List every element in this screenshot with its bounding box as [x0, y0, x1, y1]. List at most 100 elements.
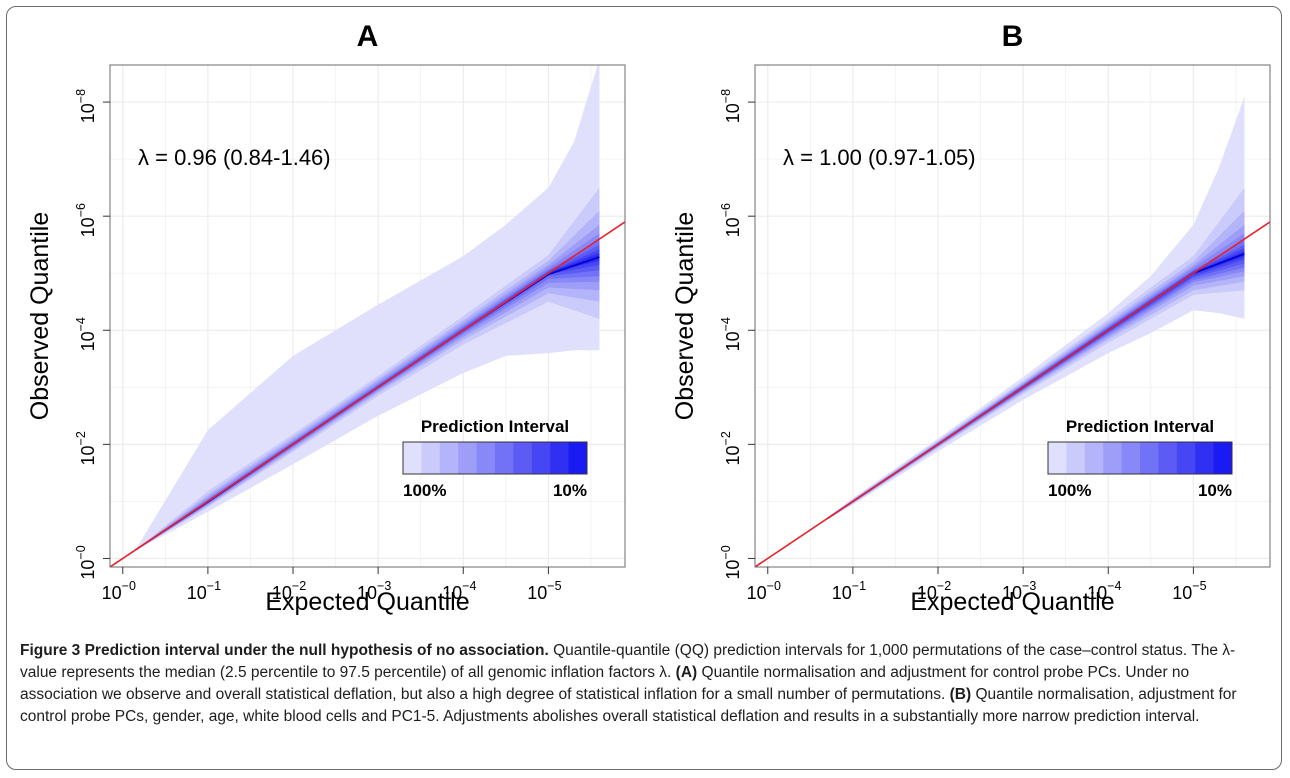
panel-a-xtick-exponent: −3: [377, 579, 391, 593]
panel-a-band-90pct: [135, 187, 600, 551]
panel-b-legend-high-label: 10%: [1198, 481, 1232, 500]
panel-a-legend-swatch: [550, 442, 570, 474]
panel-b-legend-swatch: [1195, 442, 1215, 474]
figure-caption: Figure 3 Prediction interval under the n…: [20, 640, 1270, 728]
caption-tag-a: (A): [675, 664, 698, 681]
panel-a-ytick-label: 10−0: [74, 545, 98, 579]
panel-b-ytick-label: 10−0: [719, 545, 743, 579]
panel-b-ytick-exponent: −2: [719, 431, 733, 445]
caption-text-2: Quantile normalisation and adjustment fo…: [20, 664, 1190, 703]
panel-a-ytick-exponent: −4: [74, 317, 88, 331]
panel-b-xtick-exponent: −5: [1192, 579, 1206, 593]
panel-b-ytick-exponent: −0: [719, 545, 733, 559]
panel-a-legend-swatch: [421, 442, 441, 474]
qq-plot-b-svg: B10−0 10−1 10−2 10−3 10−4 10−510−010−210−410−…: [671, 20, 1271, 616]
panel-b-title: B: [1002, 20, 1024, 53]
panel-a-legend-low-label: 100%: [403, 481, 446, 500]
panel-b-xtick-exponent: −0: [767, 579, 781, 593]
panel-a-legend-swatch: [531, 442, 551, 474]
panel-a-band-40pct: [135, 244, 600, 551]
panel-a-legend-high-label: 10%: [553, 481, 587, 500]
panel-b-legend-title: Prediction Interval: [1066, 417, 1214, 436]
panel-b-legend-low-label: 100%: [1048, 481, 1091, 500]
panel-b-legend-swatch: [1103, 442, 1123, 474]
panel-a-plot-area: [110, 65, 625, 567]
panel-a-xtick-label: 10−5: [527, 579, 561, 603]
panel-b-ytick-exponent: −6: [719, 203, 733, 217]
panel-a-xtick-label: 10−0: [102, 579, 136, 603]
panel-a-band-80pct: [135, 210, 600, 551]
panel-a-ytick-exponent: −0: [74, 545, 88, 559]
panel-a-xtick-exponent: −5: [547, 579, 561, 593]
panel-b-xtick-label: 10−4: [1087, 579, 1121, 603]
panel-a-ytick-exponent: −8: [74, 89, 88, 103]
panel-b-xtick-exponent: −2: [937, 579, 951, 593]
panel-b-legend-swatch: [1084, 442, 1104, 474]
panel-a-legend-swatch: [458, 442, 478, 474]
panel-a-ytick-exponent: −2: [74, 431, 88, 445]
panel-a-reference-line: [110, 221, 625, 567]
panel-a-xtick-label: 10−1: [187, 579, 221, 603]
panel-a-legend-swatch: [403, 442, 422, 474]
panel-a-legend-swatch: [439, 442, 459, 474]
panel-a-xtick-exponent: −1: [207, 579, 221, 593]
panel-b-ytick-exponent: −8: [719, 89, 733, 103]
panel-a-xtick-label: 10−3: [357, 579, 391, 603]
panel-a-xtick-exponent: −4: [462, 579, 476, 593]
panel-b-xlabel: Expected Quantile: [910, 588, 1114, 616]
panel-b-reference-line: [755, 221, 1270, 567]
qq-plot-panel-a: A 10−0 10−1 10−2 10−3 10−4 10−5 10−0 10−2 10−4 10−…: [0, 10, 640, 630]
panel-b-xtick-label: 10−5: [1172, 579, 1206, 603]
panel-a-ytick-label: 10−6: [74, 203, 98, 237]
panel-b-ytick-label: 10−4: [719, 317, 743, 351]
caption-text-3: Quantile normalisation, adjustment for c…: [20, 686, 1237, 725]
panel-a-ytick-label: 10−2: [74, 431, 98, 465]
panel-a-xtick-label: 10−2: [272, 579, 306, 603]
panel-b-xtick-exponent: −1: [852, 579, 866, 593]
figure-frame: [6, 6, 1282, 770]
qq-plot-panel-b: B 10−0 10−1 10−2 10−3 10−4 10−5 10−0 10−2 10−4 10−…: [645, 10, 1285, 630]
panel-b-ytick-label: 10−8: [719, 89, 743, 123]
panel-b-ytick-exponent: −4: [719, 317, 733, 331]
panel-a-title: A: [357, 20, 379, 53]
panel-b-plot-area: [755, 65, 1270, 567]
panel-b-ylabel: Observed Quantile: [671, 212, 699, 420]
panel-b-xtick-label: 10−1: [832, 579, 866, 603]
panel-a-xtick-exponent: −2: [292, 579, 306, 593]
panel-a-band-100pct: [135, 65, 600, 551]
panel-a-legend-title: Prediction Interval: [421, 417, 569, 436]
panel-b-legend-swatch: [1158, 442, 1178, 474]
panel-b-legend-swatch: [1048, 442, 1067, 474]
panel-b-legend-swatch: [1066, 442, 1086, 474]
panel-a-legend-swatch: [513, 442, 533, 474]
panel-a-ytick-label: 10−4: [74, 317, 98, 351]
panel-b-xtick-label: 10−2: [917, 579, 951, 603]
panel-b-lambda-annotation: λ = 1.00 (0.97-1.05): [783, 145, 976, 170]
panel-b-xtick-label: 10−0: [747, 579, 781, 603]
panel-b-band-70pct: [827, 224, 1245, 519]
panel-b-legend-box: [1047, 441, 1233, 475]
panel-a-legend-swatch: [568, 442, 588, 474]
panel-b-legend-swatch: [1213, 442, 1233, 474]
qq-plot-a-svg: A10−0 10−1 10−2 10−3 10−4 10−510−010−210−410−…: [26, 20, 626, 616]
panel-a-legend-swatch: [495, 442, 514, 474]
panel-b-xtick-exponent: −3: [1022, 579, 1036, 593]
panel-b-legend-swatch: [1121, 442, 1141, 474]
panel-a-xtick-exponent: −0: [122, 579, 136, 593]
panel-a-ylabel: Observed Quantile: [26, 212, 54, 420]
panel-a-ytick-label: 10−8: [74, 89, 98, 123]
panel-a-lambda-annotation: λ = 0.96 (0.84-1.46): [138, 145, 331, 170]
panel-b-legend-swatch: [1176, 442, 1196, 474]
panel-a-legend-swatch: [476, 442, 496, 474]
panel-b-ytick-label: 10−6: [719, 203, 743, 237]
panel-b-legend-swatch: [1140, 442, 1159, 474]
panel-a-xlabel: Expected Quantile: [265, 588, 469, 616]
panel-b-band-60pct: [827, 233, 1245, 519]
panel-a-ytick-exponent: −6: [74, 203, 88, 217]
panel-b-plot-frame: [754, 64, 1271, 568]
caption-text-1: Quantile-quantile (QQ) prediction interv…: [20, 642, 1236, 681]
caption-title: Figure 3 Prediction interval under the n…: [20, 642, 549, 659]
panel-b-xtick-exponent: −4: [1107, 579, 1121, 593]
panel-a-legend-box: [402, 441, 588, 475]
caption-tag-b: (B): [949, 686, 972, 703]
